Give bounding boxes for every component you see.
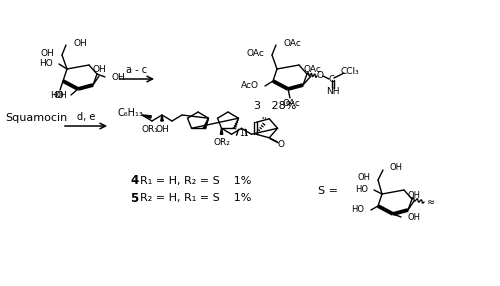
Text: OR₁: OR₁ [142, 124, 158, 134]
Text: OH: OH [40, 49, 54, 57]
Text: OR₂: OR₂ [213, 138, 230, 147]
Text: OAc: OAc [283, 39, 301, 47]
Text: OH: OH [111, 72, 125, 82]
Polygon shape [161, 115, 163, 121]
Text: 5: 5 [130, 192, 138, 204]
Text: O: O [278, 140, 284, 149]
Text: OH: OH [390, 164, 403, 172]
Text: C₆H₁₃: C₆H₁₃ [118, 108, 144, 118]
Text: OH: OH [92, 65, 106, 74]
Text: S =: S = [318, 186, 338, 196]
Text: CCl₃: CCl₃ [340, 67, 359, 76]
Text: 3   28%: 3 28% [254, 101, 296, 111]
Text: HO: HO [351, 206, 364, 214]
Polygon shape [142, 115, 152, 118]
Text: a - c: a - c [126, 65, 148, 75]
Text: d, e: d, e [77, 112, 95, 122]
Text: OH: OH [407, 212, 420, 221]
Text: O: O [316, 72, 324, 80]
Text: OAc: OAc [303, 65, 321, 74]
Text: HO: HO [39, 59, 53, 69]
Text: C: C [328, 74, 334, 84]
Text: R₁ = H, R₂ = S    1%: R₁ = H, R₂ = S 1% [140, 176, 252, 186]
Text: HO: HO [50, 90, 64, 100]
Text: OH: OH [53, 90, 67, 100]
Text: ≈: ≈ [427, 197, 435, 207]
Text: NH: NH [326, 88, 340, 96]
Text: OH: OH [73, 39, 87, 47]
Text: OAc: OAc [282, 100, 300, 108]
Text: 4: 4 [130, 174, 138, 188]
Text: AcO: AcO [241, 82, 259, 90]
Text: R₂ = H, R₁ = S    1%: R₂ = H, R₁ = S 1% [140, 193, 252, 203]
Polygon shape [220, 128, 223, 134]
Text: 11: 11 [239, 129, 248, 138]
Text: OAc: OAc [246, 49, 264, 57]
Polygon shape [204, 118, 208, 129]
Text: ''': ''' [261, 116, 266, 122]
Text: Squamocin: Squamocin [5, 113, 67, 123]
Text: OH: OH [357, 174, 370, 182]
Text: OH: OH [155, 124, 169, 134]
Text: OH: OH [408, 190, 420, 200]
Text: HO: HO [355, 186, 368, 194]
